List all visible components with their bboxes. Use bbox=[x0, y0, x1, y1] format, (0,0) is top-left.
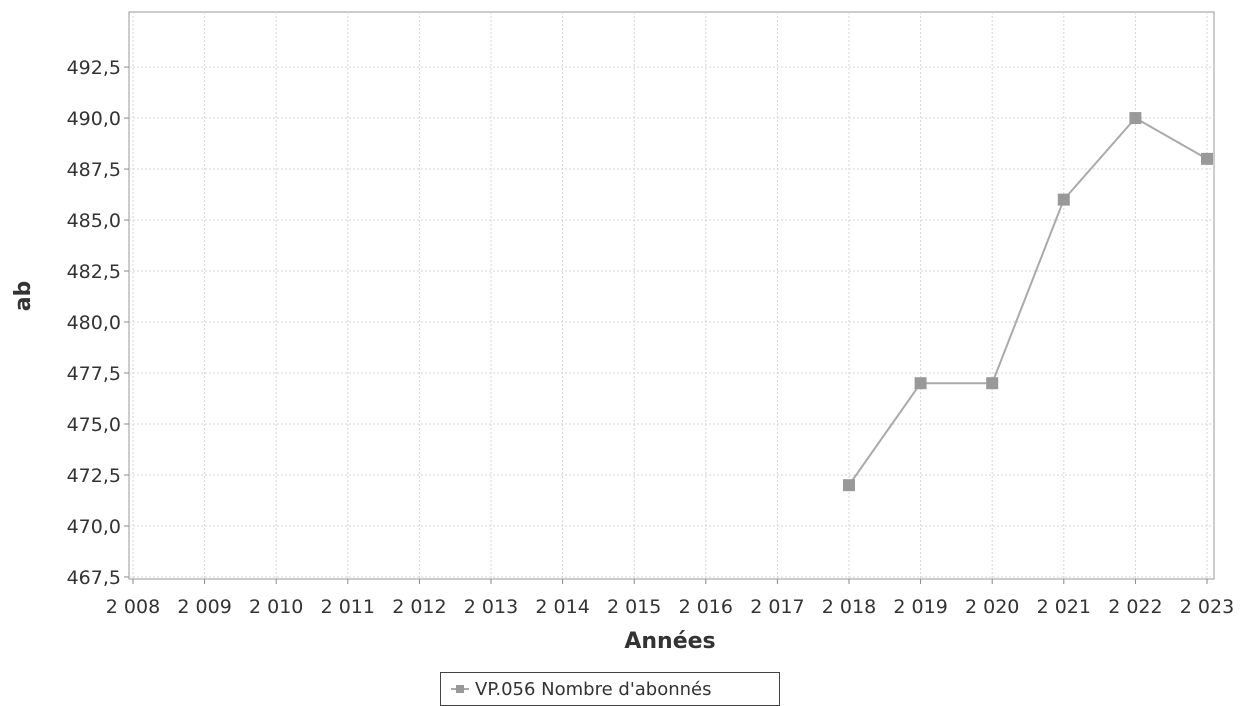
gridlines bbox=[129, 12, 1214, 579]
x-tick-label: 2 019 bbox=[893, 596, 947, 618]
x-tick-label: 2 021 bbox=[1037, 596, 1091, 618]
legend: VP.056 Nombre d'abonnés bbox=[440, 672, 780, 706]
x-tick-label: 2 015 bbox=[607, 596, 661, 618]
x-tick-label: 2 008 bbox=[106, 596, 160, 618]
y-tick-label: 472,5 bbox=[67, 465, 121, 487]
legend-label: VP.056 Nombre d'abonnés bbox=[475, 678, 712, 700]
x-axis-title: Années bbox=[624, 629, 715, 654]
x-tick-label: 2 018 bbox=[822, 596, 876, 618]
x-tick-label: 2 012 bbox=[392, 596, 446, 618]
data-point bbox=[1057, 193, 1070, 206]
y-axis-title: ab bbox=[11, 281, 36, 312]
y-tick-label: 475,0 bbox=[67, 414, 121, 436]
y-tick-label: 487,5 bbox=[67, 159, 121, 181]
plot-area bbox=[128, 11, 1215, 580]
data-point bbox=[843, 479, 855, 492]
x-tick-label: 2 013 bbox=[464, 596, 518, 618]
y-tick-label: 470,0 bbox=[67, 516, 121, 538]
y-axis-ticks: 467,5 470,0 472,5 475,0 477,5 480,0 482,5 485,0… bbox=[67, 57, 129, 589]
x-tick-label: 2 016 bbox=[679, 596, 733, 618]
series-layer bbox=[843, 112, 1213, 492]
x-tick-label: 2 014 bbox=[535, 596, 589, 618]
data-point bbox=[914, 377, 927, 390]
data-point bbox=[1129, 112, 1142, 125]
y-tick-label: 490,0 bbox=[67, 108, 121, 130]
legend-marker bbox=[451, 684, 469, 694]
x-tick-label: 2 009 bbox=[177, 596, 231, 618]
y-tick-label: 467,5 bbox=[67, 567, 121, 589]
y-tick-label: 492,5 bbox=[67, 57, 121, 79]
x-tick-label: 2 023 bbox=[1180, 596, 1234, 618]
series-line bbox=[848, 116, 1208, 486]
y-tick-label: 477,5 bbox=[67, 363, 121, 385]
x-tick-label: 2 011 bbox=[321, 596, 375, 618]
x-tick-label: 2 010 bbox=[249, 596, 303, 618]
y-tick-label: 480,0 bbox=[67, 312, 121, 334]
x-tick-label: 2 020 bbox=[965, 596, 1019, 618]
y-tick-label: 482,5 bbox=[67, 261, 121, 283]
data-point bbox=[1201, 152, 1213, 165]
data-point bbox=[986, 377, 999, 390]
x-tick-label: 2 022 bbox=[1108, 596, 1162, 618]
y-tick-label: 485,0 bbox=[67, 210, 121, 232]
x-axis-ticks: 2 008 2 009 2 010 2 011 2 012 2 013 2 014 2 015… bbox=[106, 579, 1234, 618]
x-tick-label: 2 017 bbox=[750, 596, 804, 618]
